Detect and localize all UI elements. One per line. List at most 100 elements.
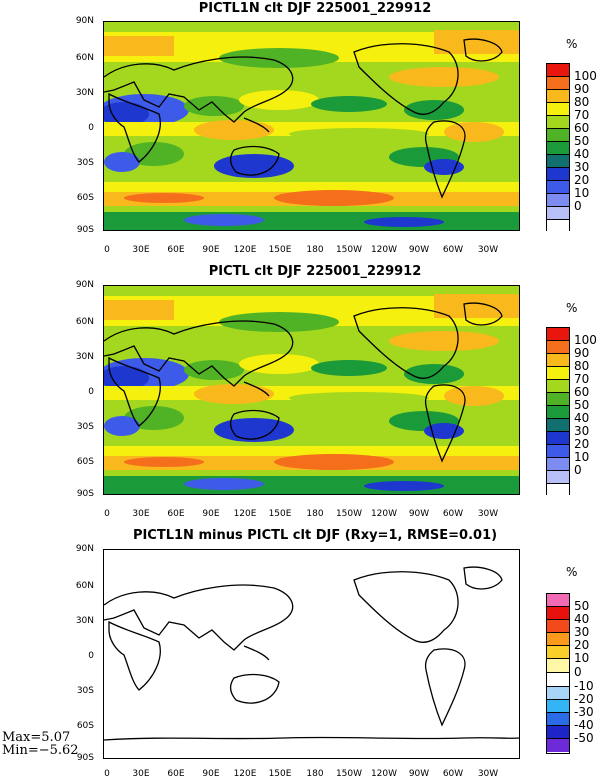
panel1-lat-90s: 90S (76, 225, 94, 235)
panel3-lat-60n: 60N (75, 581, 94, 591)
panel3-lat-30s: 30S (76, 686, 94, 696)
panel1-level-50: 50 (574, 134, 590, 148)
panel1-lon-90w: 90W (408, 245, 430, 255)
panel3-level-minus30: -30 (574, 705, 594, 719)
panel2-level-90: 90 (574, 346, 590, 360)
panel2-level-60: 60 (574, 385, 590, 399)
panel3-map (103, 549, 520, 759)
panel1-level-80: 80 (574, 95, 590, 109)
panel3-lon-60w: 60W (442, 769, 464, 779)
panel1-colorbar (546, 63, 570, 232)
panel1-lat-30n: 30N (75, 88, 94, 98)
panel1-lon-150e: 150E (268, 245, 292, 255)
panel3-field (104, 550, 519, 758)
panel2-lon-90e: 90E (202, 509, 220, 519)
panel3-lon-120e: 120E (233, 769, 257, 779)
panel3-level-10: 10 (574, 651, 590, 665)
panel1-level-30: 30 (574, 160, 590, 174)
panel1-colorbar-swatch (547, 194, 569, 207)
panel2-title: PICTL clt DJF 225001_229912 (208, 264, 422, 279)
panel3-lat-30n: 30N (75, 616, 94, 626)
panel1-lon-120w: 120W (370, 245, 398, 255)
panel2-level-80: 80 (574, 359, 590, 373)
panel2-colorbar (546, 327, 570, 496)
panel1-colorbar-swatch (547, 129, 569, 142)
panel1-level-0: 0 (574, 199, 582, 213)
panel3-lon-90w: 90W (408, 769, 430, 779)
panel3-colorbar (546, 593, 570, 754)
panel3-colorbar-swatch (547, 594, 569, 607)
panel2-level-40: 40 (574, 411, 590, 425)
panel2-level-70: 70 (574, 372, 590, 386)
panel3-colorbar-swatch (547, 700, 569, 713)
panel2-level-20: 20 (574, 437, 590, 451)
panel1-colorbar-swatch (547, 142, 569, 155)
panel1-field (104, 22, 519, 230)
panel3-colorbar-swatch (547, 687, 569, 700)
panel3-level-30: 30 (574, 625, 590, 639)
panel1-colorbar-swatch (547, 64, 569, 77)
panel3-lon-180: 180 (306, 769, 324, 779)
panel1-map (103, 21, 520, 231)
panel2-colorbar-swatch (547, 341, 569, 354)
panel1-lat-60s: 60S (76, 193, 94, 203)
panel2-colorbar-swatch (547, 445, 569, 458)
panel3-colorbar-swatch (547, 620, 569, 633)
panel2-lat-90n: 90N (75, 280, 94, 290)
panel2-colorbar-swatch (547, 471, 569, 484)
panel1-lat-0: 0 (88, 123, 94, 133)
panel3-lon-0: 0 (104, 769, 110, 779)
panel2-colorbar-swatch (547, 432, 569, 445)
panel2-colorbar-swatch (547, 354, 569, 367)
panel1-level-20: 20 (574, 173, 590, 187)
panel1-colorbar-swatch (547, 155, 569, 168)
panel1-lon-150w: 150W (335, 245, 363, 255)
panel1-lon-30w: 30W (477, 245, 499, 255)
panel2-map (103, 285, 520, 495)
panel1-level-60: 60 (574, 121, 590, 135)
panel3-unit: % (566, 565, 578, 579)
panel3-lon-90e: 90E (202, 769, 220, 779)
panel2-lon-60w: 60W (442, 509, 464, 519)
panel2-lon-60e: 60E (167, 509, 185, 519)
panel2-lon-120w: 120W (370, 509, 398, 519)
panel3-level-20: 20 (574, 638, 590, 652)
panel2-colorbar-swatch (547, 367, 569, 380)
panel1-lon-0: 0 (104, 245, 110, 255)
panel1-unit: % (566, 37, 578, 51)
panel1-colorbar-swatch (547, 220, 569, 232)
panel2-level-10: 10 (574, 450, 590, 464)
panel3-colorbar-swatch (547, 673, 569, 687)
panel2-lat-90s: 90S (76, 489, 94, 499)
panel1-lon-30e: 30E (132, 245, 150, 255)
max-stat: Max=5.07 (2, 730, 71, 745)
panel2-lat-30n: 30N (75, 352, 94, 362)
panel3-colorbar-swatch (547, 739, 569, 752)
panel3-colorbar-swatch (547, 659, 569, 673)
panel3-title: PICTL1N minus PICTL clt DJF (Rxy=1, RMSE… (132, 528, 498, 543)
panel1-title: PICTL1N clt DJF 225001_229912 (198, 1, 432, 16)
panel3-colorbar-swatch (547, 713, 569, 726)
panel1-lon-60w: 60W (442, 245, 464, 255)
panel1-lon-60e: 60E (167, 245, 185, 255)
panel2-lat-60n: 60N (75, 317, 94, 327)
panel2-colorbar-swatch (547, 406, 569, 419)
panel3-lon-30w: 30W (477, 769, 499, 779)
panel2-colorbar-swatch (547, 484, 569, 496)
panel1-colorbar-swatch (547, 207, 569, 220)
panel3-lon-60e: 60E (167, 769, 185, 779)
panel2-colorbar-swatch (547, 419, 569, 432)
panel2-lon-180: 180 (306, 509, 324, 519)
panel1-level-10: 10 (574, 186, 590, 200)
panel3-level-minus40: -40 (574, 718, 594, 732)
panel1-colorbar-swatch (547, 168, 569, 181)
panel3-level-40: 40 (574, 612, 590, 626)
panel1-level-100: 100 (574, 69, 597, 83)
panel1-colorbar-swatch (547, 77, 569, 90)
panel2-colorbar-swatch (547, 380, 569, 393)
panel1-level-90: 90 (574, 82, 590, 96)
panel3-level-minus20: -20 (574, 692, 594, 706)
panel2-colorbar-swatch (547, 328, 569, 341)
panel3-level-minus50: -50 (574, 731, 594, 745)
panel3-level-0: 0 (574, 665, 582, 679)
